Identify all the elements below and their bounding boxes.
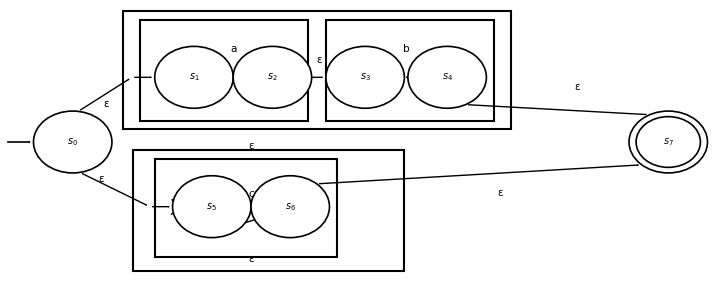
Bar <box>326 20 493 121</box>
Bar <box>155 159 337 257</box>
Text: ε: ε <box>98 174 104 183</box>
Text: b: b <box>403 44 410 54</box>
Text: c: c <box>248 189 254 199</box>
Ellipse shape <box>155 46 233 108</box>
Ellipse shape <box>629 111 707 173</box>
Ellipse shape <box>233 46 311 108</box>
Ellipse shape <box>251 176 329 238</box>
Bar <box>140 20 308 121</box>
Bar <box>133 151 405 272</box>
Text: ε: ε <box>248 141 254 151</box>
Ellipse shape <box>326 46 405 108</box>
Text: ε: ε <box>575 82 581 92</box>
Ellipse shape <box>173 176 251 238</box>
Text: ε: ε <box>316 55 321 65</box>
Text: ε: ε <box>248 254 254 264</box>
Text: $s_1$: $s_1$ <box>188 71 199 83</box>
Text: ε: ε <box>498 188 503 198</box>
Text: $s_5$: $s_5$ <box>206 201 217 213</box>
Text: a: a <box>230 44 236 54</box>
Text: ε: ε <box>103 99 109 109</box>
Text: $s_3$: $s_3$ <box>359 71 371 83</box>
Text: $s_7$: $s_7$ <box>663 136 674 148</box>
Text: $s_0$: $s_0$ <box>67 136 78 148</box>
Text: $s_2$: $s_2$ <box>267 71 278 83</box>
Ellipse shape <box>408 46 486 108</box>
Text: $s_4$: $s_4$ <box>442 71 453 83</box>
Text: $s_6$: $s_6$ <box>285 201 296 213</box>
Ellipse shape <box>34 111 112 173</box>
Bar <box>122 11 511 129</box>
